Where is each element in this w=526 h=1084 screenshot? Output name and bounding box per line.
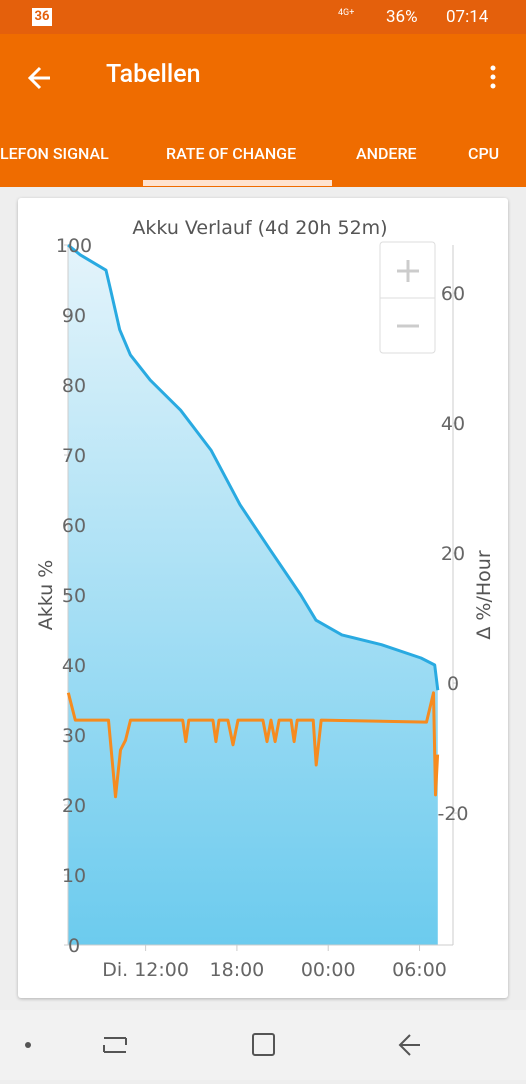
line	[67, 243, 440, 691]
y-tick-label: 10	[62, 865, 86, 887]
chart: Akku Verlauf (4d 20h 52m) Akku % Δ %/Hou…	[35, 217, 495, 981]
tab[interactable]: CPU	[468, 144, 500, 163]
badge: 36	[32, 8, 52, 26]
y-tick-label: 50	[62, 585, 86, 607]
zoom-control[interactable]	[379, 241, 436, 354]
y-tick-label: 80	[62, 375, 86, 397]
y2-axis-label: Δ %/Hour	[473, 550, 495, 639]
y-axis-label: Akku %	[35, 560, 57, 631]
y2-tick-label: -20	[437, 803, 468, 825]
back-button[interactable]	[26, 64, 54, 92]
nav-bar	[0, 1010, 526, 1080]
y-tick-label: 0	[68, 935, 80, 957]
y2-tick-label: 40	[441, 413, 465, 435]
nav-icons[interactable]	[0, 1010, 526, 1080]
y-tick-label: 60	[62, 515, 86, 537]
y-tick-label: 90	[62, 305, 86, 327]
tab[interactable]: LEFON SIGNAL	[0, 144, 109, 163]
tab-indicator	[143, 180, 332, 186]
x-tick-label: 00:00	[301, 959, 356, 981]
y2-tick-label: 0	[447, 673, 459, 695]
chart-title: Akku Verlauf (4d 20h 52m)	[132, 217, 387, 239]
clock: 07:14	[446, 7, 489, 27]
network: 4G+	[338, 8, 355, 18]
y-tick-label: 30	[62, 725, 86, 747]
area	[68, 245, 438, 945]
menu-button[interactable]	[488, 64, 498, 92]
app-bar: Tabellen LEFON SIGNAL RATE OF CHANGE AND…	[0, 34, 526, 187]
battery: 36%	[386, 7, 418, 27]
x-tick-label: Di. 12:00	[102, 959, 189, 981]
y-tick-label: 100	[56, 235, 92, 257]
y2-tick-label: 60	[441, 283, 465, 305]
y-tick-label: 70	[62, 445, 86, 467]
y-tick-label: 40	[62, 655, 86, 677]
app-title: Tabellen	[106, 60, 201, 89]
y-tick-label: 20	[62, 795, 86, 817]
status-bar: 36 4G+ 36% 07:14	[0, 0, 526, 34]
x-tick-label: 18:00	[210, 959, 265, 981]
x-tick-label: 06:00	[392, 959, 447, 981]
line	[66, 691, 440, 799]
y2-tick-label: 20	[441, 543, 465, 565]
tab[interactable]: RATE OF CHANGE	[166, 144, 297, 163]
tab[interactable]: ANDERE	[356, 144, 417, 163]
